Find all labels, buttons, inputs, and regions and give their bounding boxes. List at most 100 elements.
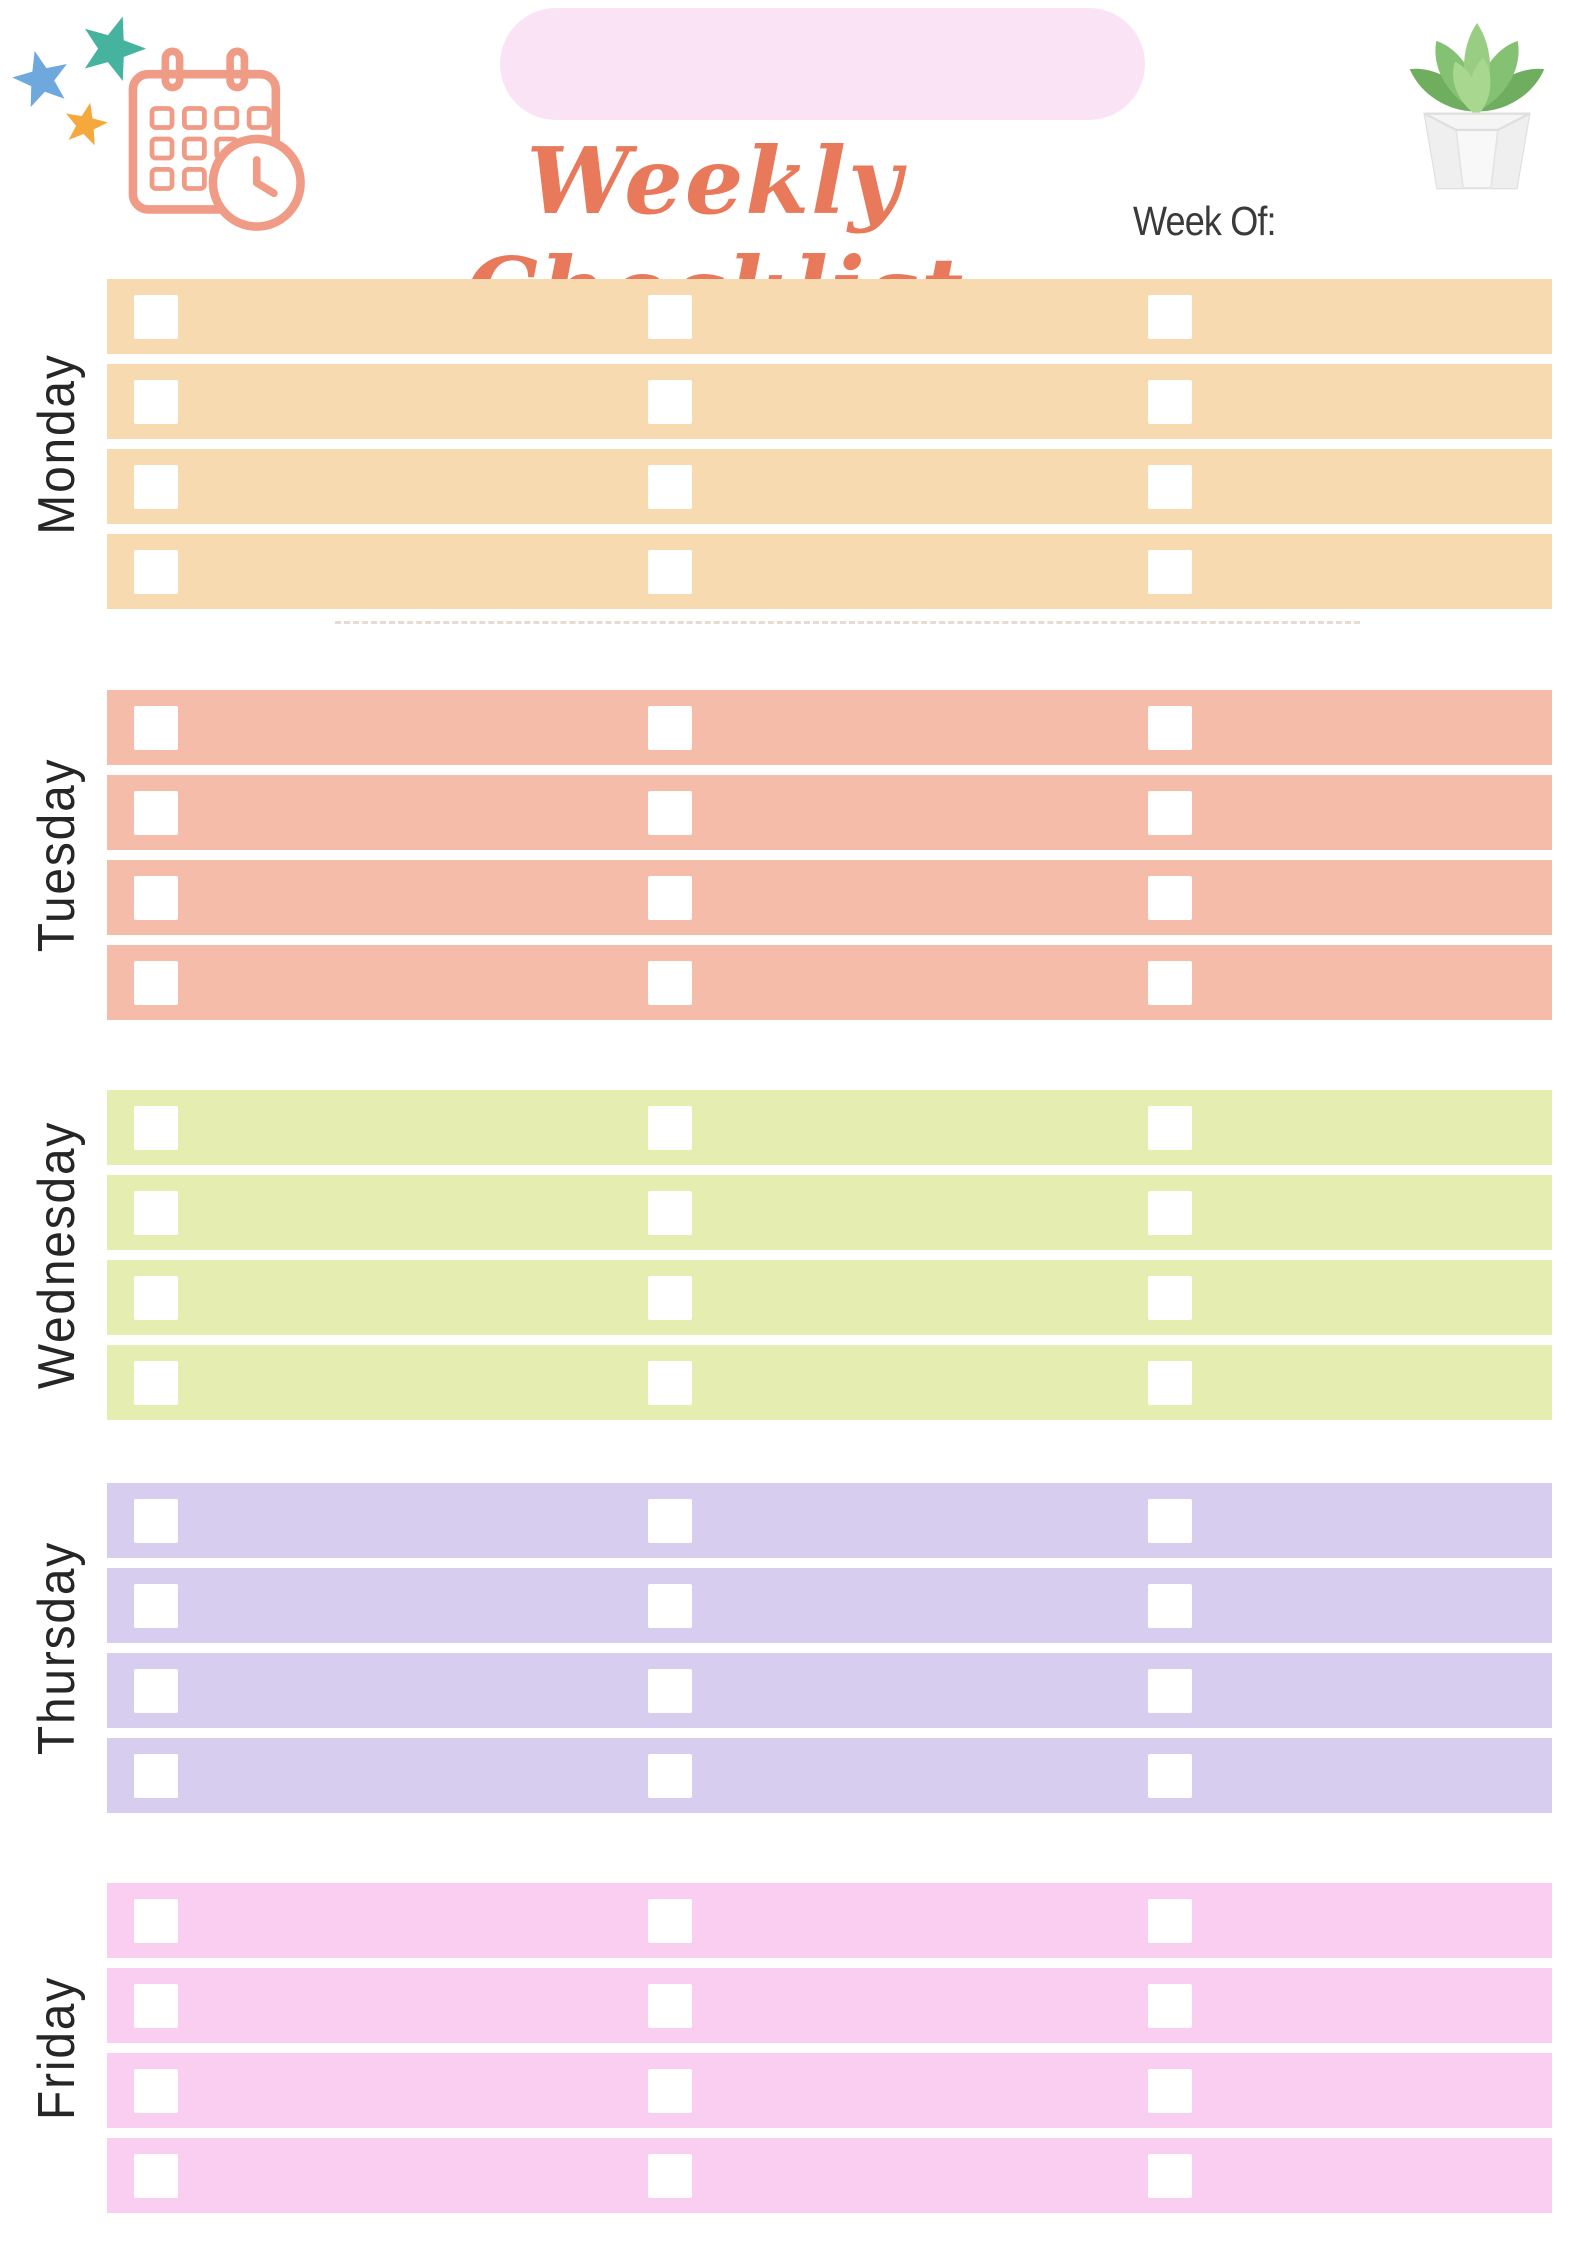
checkbox[interactable] xyxy=(648,549,692,594)
orange-star-icon xyxy=(66,102,108,146)
checkbox[interactable] xyxy=(1148,1498,1192,1543)
checkbox[interactable] xyxy=(1148,1898,1192,1943)
checklist-row xyxy=(107,1090,1552,1165)
checkbox[interactable] xyxy=(134,1983,178,2028)
checkbox[interactable] xyxy=(1148,1983,1192,2028)
checkbox[interactable] xyxy=(648,1498,692,1543)
checkbox[interactable] xyxy=(648,464,692,509)
checkbox[interactable] xyxy=(134,875,178,920)
succulent-leaves xyxy=(1409,22,1545,116)
week-of-label: Week Of: xyxy=(1133,198,1277,244)
title-banner xyxy=(500,8,1145,120)
day-section-monday: Monday xyxy=(0,279,1588,609)
checkbox[interactable] xyxy=(134,1105,178,1150)
checklist-row xyxy=(107,1738,1552,1813)
day-section-tuesday: Tuesday xyxy=(0,690,1588,1020)
checkbox[interactable] xyxy=(648,1753,692,1798)
checklist-row xyxy=(107,364,1552,439)
checkbox[interactable] xyxy=(1148,790,1192,835)
checkbox[interactable] xyxy=(648,1668,692,1713)
checkbox[interactable] xyxy=(134,790,178,835)
section-divider-dashed xyxy=(335,621,1360,624)
checkbox[interactable] xyxy=(1148,1105,1192,1150)
checkbox[interactable] xyxy=(1148,875,1192,920)
checkbox[interactable] xyxy=(134,1360,178,1405)
checklist-row xyxy=(107,1345,1552,1420)
plant-pot xyxy=(1423,112,1531,190)
checkbox[interactable] xyxy=(134,1753,178,1798)
checkbox[interactable] xyxy=(134,1275,178,1320)
checkbox[interactable] xyxy=(134,1668,178,1713)
checklist-row xyxy=(107,2053,1552,2128)
checklist-rows xyxy=(107,1090,1552,1420)
calendar-clock-icon xyxy=(128,47,305,231)
checkbox[interactable] xyxy=(648,379,692,424)
checkbox[interactable] xyxy=(134,1898,178,1943)
checkbox[interactable] xyxy=(648,2153,692,2198)
day-label-monday: Monday xyxy=(28,353,86,535)
checkbox[interactable] xyxy=(1148,549,1192,594)
checklist-rows xyxy=(107,279,1552,609)
blue-star-icon xyxy=(12,50,67,108)
checkbox[interactable] xyxy=(1148,2068,1192,2113)
star-icons xyxy=(12,16,147,146)
checkbox[interactable] xyxy=(648,1898,692,1943)
day-section-friday: Friday xyxy=(0,1883,1588,2213)
checkbox[interactable] xyxy=(648,960,692,1005)
checklist-row xyxy=(107,449,1552,524)
day-label-friday: Friday xyxy=(28,1976,86,2120)
checkbox[interactable] xyxy=(134,1190,178,1235)
checkbox[interactable] xyxy=(134,1583,178,1628)
checkbox[interactable] xyxy=(648,1983,692,2028)
checkbox[interactable] xyxy=(1148,705,1192,750)
checklist-row xyxy=(107,1483,1552,1558)
checkbox[interactable] xyxy=(134,294,178,339)
checkbox[interactable] xyxy=(134,464,178,509)
checklist-row xyxy=(107,1653,1552,1728)
checklist-row xyxy=(107,860,1552,935)
checkbox[interactable] xyxy=(134,2068,178,2113)
checkbox[interactable] xyxy=(1148,2153,1192,2198)
checkbox[interactable] xyxy=(648,875,692,920)
checkbox[interactable] xyxy=(134,549,178,594)
checkbox[interactable] xyxy=(648,1360,692,1405)
checklist-row xyxy=(107,945,1552,1020)
checkbox[interactable] xyxy=(1148,960,1192,1005)
day-label-tuesday: Tuesday xyxy=(28,757,86,953)
checkbox[interactable] xyxy=(648,705,692,750)
checkbox[interactable] xyxy=(648,790,692,835)
checkbox[interactable] xyxy=(648,1105,692,1150)
checklist-row xyxy=(107,1175,1552,1250)
checkbox[interactable] xyxy=(1148,1190,1192,1235)
checkbox[interactable] xyxy=(1148,294,1192,339)
checklist-row xyxy=(107,1883,1552,1958)
checkbox[interactable] xyxy=(648,1190,692,1235)
checklist-rows xyxy=(107,1883,1552,2213)
checkbox[interactable] xyxy=(1148,1753,1192,1798)
day-label-thursday: Thursday xyxy=(28,1540,86,1756)
checklist-row xyxy=(107,775,1552,850)
checkbox[interactable] xyxy=(134,379,178,424)
checklist-row xyxy=(107,534,1552,609)
checkbox[interactable] xyxy=(1148,1668,1192,1713)
checklist-rows xyxy=(107,690,1552,1020)
checkbox[interactable] xyxy=(1148,464,1192,509)
checkbox[interactable] xyxy=(1148,1583,1192,1628)
checkbox[interactable] xyxy=(648,294,692,339)
checkbox[interactable] xyxy=(1148,1360,1192,1405)
checkbox[interactable] xyxy=(134,1498,178,1543)
checkbox[interactable] xyxy=(134,705,178,750)
checklist-row xyxy=(107,1968,1552,2043)
checklist-row xyxy=(107,1568,1552,1643)
checkbox[interactable] xyxy=(1148,379,1192,424)
checkbox[interactable] xyxy=(648,1583,692,1628)
day-section-thursday: Thursday xyxy=(0,1483,1588,1813)
checkbox[interactable] xyxy=(134,960,178,1005)
checkbox[interactable] xyxy=(648,1275,692,1320)
checkbox[interactable] xyxy=(1148,1275,1192,1320)
checklist-row xyxy=(107,1260,1552,1335)
checkbox[interactable] xyxy=(134,2153,178,2198)
checkbox[interactable] xyxy=(648,2068,692,2113)
day-label-wednesday: Wednesday xyxy=(28,1120,86,1390)
